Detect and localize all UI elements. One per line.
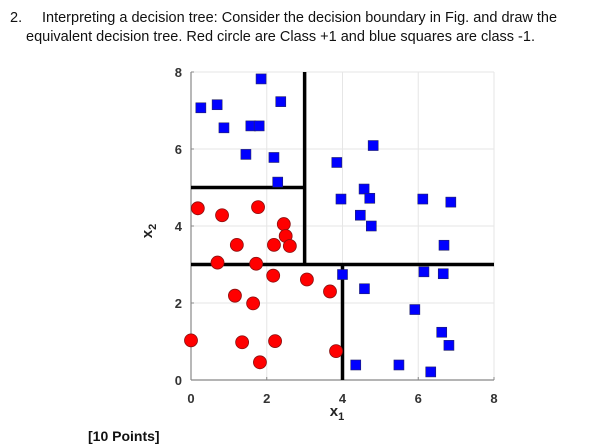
x-axis-label: x1 — [330, 403, 344, 423]
y-tick-label: 0 — [175, 373, 182, 388]
blue-square-marker — [393, 359, 405, 371]
red-circle-marker — [276, 217, 291, 231]
red-circle-marker — [282, 239, 297, 253]
x-tick-label: 6 — [415, 391, 422, 406]
blue-square-marker — [355, 209, 366, 221]
red-circle-marker — [266, 268, 281, 283]
blue-square-marker — [240, 149, 252, 160]
red-circle-marker — [249, 256, 264, 271]
question-number: 2. — [10, 10, 23, 26]
question-line-2: equivalent decision tree. Red circle are… — [26, 29, 535, 45]
blue-square-marker — [359, 283, 370, 295]
red-circle-marker — [210, 255, 225, 270]
red-circle-marker — [190, 201, 205, 216]
red-circle-marker — [253, 355, 267, 370]
y-axis-label: x2 — [139, 224, 159, 238]
blue-square-marker — [337, 269, 348, 280]
y-tick-label: 4 — [175, 219, 183, 234]
blue-square-marker — [437, 268, 449, 280]
y-tick-label: 6 — [175, 142, 182, 157]
decision-boundaries — [191, 72, 494, 380]
blue-square-marker — [253, 120, 265, 132]
red-circle-marker — [251, 200, 265, 215]
y-tick-label: 2 — [175, 296, 182, 311]
blue-square-marker — [443, 340, 455, 351]
blue-square-marker — [195, 102, 207, 114]
blue-square-marker — [445, 196, 457, 208]
red-circle-marker — [235, 335, 250, 350]
red-circle-marker — [246, 296, 261, 311]
red-circle-marker — [267, 237, 281, 252]
red-circle-marker — [268, 334, 282, 349]
blue-square-marker — [268, 152, 280, 163]
blue-square-marker — [367, 140, 379, 151]
blue-square-marker — [438, 239, 450, 251]
x-tick-label: 8 — [490, 391, 497, 406]
blue-square-marker — [418, 266, 430, 278]
blue-square-marker — [364, 192, 376, 204]
red-circle-marker — [329, 344, 343, 359]
blue-square-marker — [211, 99, 223, 111]
blue-square-marker — [365, 220, 377, 232]
x-tick-label: 2 — [263, 391, 270, 406]
blue-square-marker — [335, 193, 347, 205]
blue-square-marker — [409, 304, 421, 315]
red-circle-marker — [299, 272, 314, 287]
blue-square-marker — [417, 193, 429, 205]
blue-square-marker — [358, 183, 370, 195]
blue-square-marker — [275, 96, 287, 107]
blue-square-marker — [425, 366, 437, 378]
x-tick-label: 4 — [339, 391, 347, 406]
data-markers — [184, 73, 457, 378]
blue-square-marker — [331, 157, 343, 168]
blue-square-marker — [218, 122, 230, 134]
blue-square-marker — [436, 326, 448, 338]
red-circle-marker — [229, 237, 244, 252]
blue-square-marker — [272, 176, 284, 188]
question-line-1: Interpreting a decision tree: Consider t… — [42, 10, 558, 26]
red-circle-marker — [184, 333, 198, 348]
blue-square-marker — [350, 359, 362, 371]
points-label: [10 Points] — [88, 428, 160, 444]
red-circle-marker — [228, 288, 242, 303]
red-circle-marker — [323, 284, 337, 299]
red-circle-marker — [215, 208, 229, 223]
y-tick-label: 8 — [175, 65, 182, 80]
x-tick-label: 0 — [187, 391, 194, 406]
axis-labels: x1 x2 — [139, 224, 344, 423]
blue-square-marker — [255, 73, 267, 85]
tick-labels: 0 2 4 6 8 0 2 4 6 8 — [175, 65, 498, 406]
